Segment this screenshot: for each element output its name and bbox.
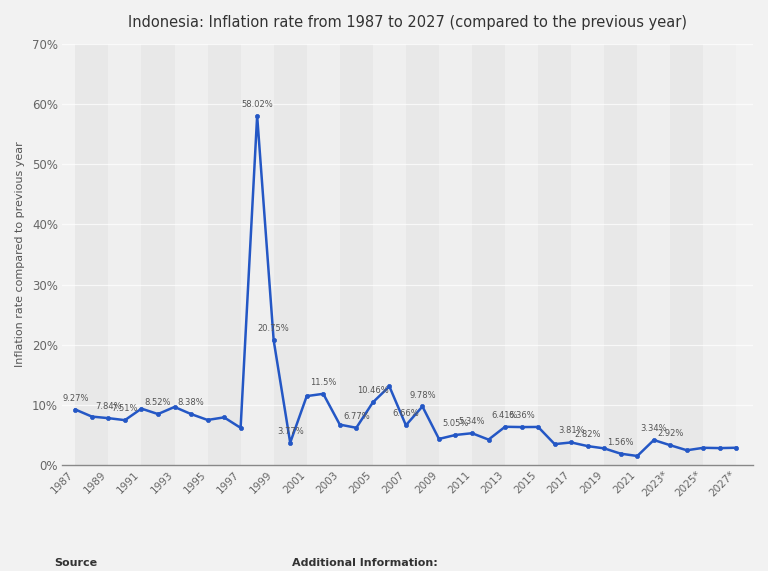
Text: 1.56%: 1.56%: [607, 438, 634, 447]
Y-axis label: Inflation rate compared to previous year: Inflation rate compared to previous year: [15, 142, 25, 367]
Bar: [240, 43, 273, 465]
Bar: [670, 43, 703, 465]
Text: 8.38%: 8.38%: [177, 398, 204, 407]
Bar: [339, 43, 372, 465]
Text: 3.81%: 3.81%: [558, 427, 584, 436]
Bar: [538, 43, 571, 465]
Text: 20.75%: 20.75%: [258, 324, 290, 333]
Bar: [207, 43, 240, 465]
Bar: [306, 43, 339, 465]
Bar: [406, 43, 439, 465]
Bar: [439, 43, 472, 465]
Text: 8.52%: 8.52%: [144, 398, 171, 407]
Text: 6.36%: 6.36%: [508, 411, 535, 420]
Bar: [372, 43, 406, 465]
Text: 3.34%: 3.34%: [641, 424, 667, 433]
Text: 2.92%: 2.92%: [657, 429, 684, 439]
Text: 6.66%: 6.66%: [392, 409, 419, 419]
Bar: [472, 43, 505, 465]
Bar: [703, 43, 737, 465]
Bar: [571, 43, 604, 465]
Text: 10.46%: 10.46%: [357, 387, 389, 396]
Text: 6.41%: 6.41%: [492, 411, 518, 420]
Bar: [273, 43, 306, 465]
Text: 3.77%: 3.77%: [276, 427, 303, 436]
Bar: [108, 43, 141, 465]
Text: 6.77%: 6.77%: [343, 412, 369, 421]
Text: Source: Source: [54, 558, 97, 568]
Bar: [75, 43, 108, 465]
Bar: [174, 43, 207, 465]
Text: 9.27%: 9.27%: [62, 393, 88, 403]
Bar: [141, 43, 174, 465]
Text: 7.84%: 7.84%: [95, 402, 121, 411]
Text: 5.05%: 5.05%: [442, 419, 468, 428]
Text: 2.82%: 2.82%: [574, 430, 601, 439]
Bar: [505, 43, 538, 465]
Text: Additional Information:: Additional Information:: [292, 558, 438, 568]
Bar: [637, 43, 670, 465]
Bar: [604, 43, 637, 465]
Text: 58.02%: 58.02%: [241, 100, 273, 109]
Text: 7.51%: 7.51%: [111, 404, 138, 413]
Title: Indonesia: Inflation rate from 1987 to 2027 (compared to the previous year): Indonesia: Inflation rate from 1987 to 2…: [128, 15, 687, 30]
Text: 5.34%: 5.34%: [458, 417, 485, 427]
Text: 11.5%: 11.5%: [310, 378, 336, 387]
Text: 9.78%: 9.78%: [409, 391, 435, 400]
